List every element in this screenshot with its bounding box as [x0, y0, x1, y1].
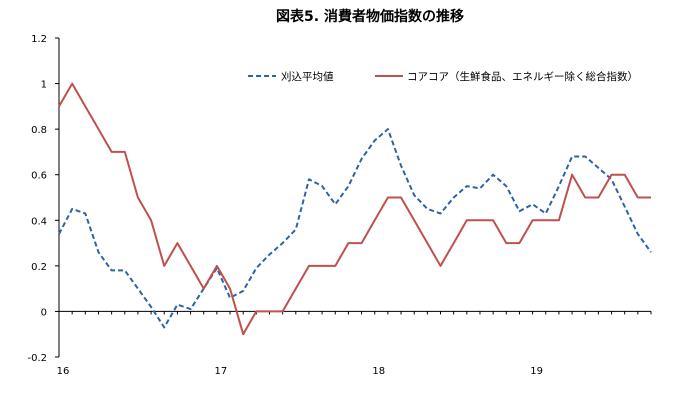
x-tick-label: 19 — [530, 366, 543, 377]
x-tick-label: 17 — [214, 366, 227, 377]
chart-title: 図表5. 消費者物価指数の推移 — [276, 8, 464, 25]
y-tick-label: 1.2 — [31, 34, 47, 45]
legend-label: コアコア（生鮮食品、エネルギー除く総合指数） — [407, 70, 638, 83]
y-tick-label: 0.2 — [31, 262, 47, 273]
chart-legend: 刈込平均値 コアコア（生鮮食品、エネルギー除く総合指数） — [248, 70, 638, 83]
chart-series — [58, 82, 652, 336]
chart-axes: 1.2 1 0.8 0.6 0.4 0.2 0 -0.2 16 17 18 19 — [27, 34, 652, 377]
y-tick-label: -0.2 — [27, 353, 47, 364]
x-tick-label: 18 — [372, 366, 385, 377]
y-tick-label: 1 — [41, 80, 47, 91]
y-tick-label: 0.6 — [31, 171, 47, 182]
legend-label: 刈込平均値 — [281, 70, 334, 83]
series-line-core-core — [58, 82, 651, 336]
series-line-trimmed-mean — [58, 128, 652, 329]
y-tick-label: 0 — [41, 307, 47, 318]
x-tick-label: 16 — [57, 366, 70, 377]
y-tick-label: 0.8 — [31, 125, 47, 136]
y-tick-label: 0.4 — [31, 216, 47, 227]
